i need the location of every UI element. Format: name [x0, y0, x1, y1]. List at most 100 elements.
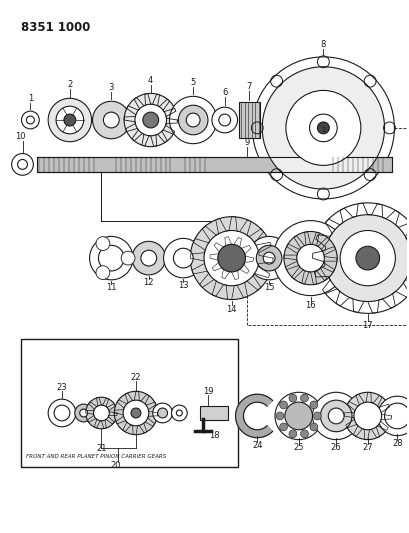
Circle shape — [18, 159, 27, 169]
Circle shape — [217, 244, 245, 272]
Circle shape — [300, 394, 308, 402]
Circle shape — [317, 122, 328, 134]
Circle shape — [132, 241, 165, 275]
Text: 18: 18 — [209, 431, 220, 440]
Circle shape — [296, 244, 324, 272]
Text: 26: 26 — [330, 443, 341, 452]
Circle shape — [279, 423, 287, 431]
Text: 23: 23 — [56, 383, 67, 392]
Circle shape — [339, 230, 394, 286]
Text: 8351 1000: 8351 1000 — [20, 21, 90, 34]
Text: 5: 5 — [190, 78, 196, 87]
Circle shape — [355, 246, 379, 270]
Text: 4: 4 — [148, 76, 153, 85]
Circle shape — [48, 399, 76, 427]
Circle shape — [169, 96, 216, 144]
Circle shape — [157, 408, 167, 418]
Text: 9: 9 — [244, 138, 249, 147]
Circle shape — [92, 101, 130, 139]
Text: 27: 27 — [362, 443, 372, 452]
Bar — [200, 406, 227, 420]
Circle shape — [96, 237, 110, 251]
Circle shape — [262, 67, 384, 189]
Text: 7: 7 — [246, 82, 252, 91]
Circle shape — [211, 107, 237, 133]
Text: 6: 6 — [222, 88, 227, 97]
Circle shape — [96, 266, 110, 279]
Circle shape — [93, 405, 109, 421]
Text: 14: 14 — [226, 305, 236, 314]
Circle shape — [313, 412, 321, 420]
Text: FRONT AND REAR PLANET PINION CARRIER GEARS: FRONT AND REAR PLANET PINION CARRIER GEA… — [27, 454, 166, 459]
Circle shape — [176, 410, 182, 416]
Circle shape — [64, 114, 76, 126]
Circle shape — [309, 114, 336, 142]
Circle shape — [123, 400, 148, 426]
Circle shape — [204, 230, 258, 286]
Text: 21: 21 — [96, 444, 106, 453]
Circle shape — [98, 245, 124, 271]
Circle shape — [300, 430, 308, 438]
Circle shape — [21, 111, 39, 129]
Text: 15: 15 — [263, 283, 274, 292]
Circle shape — [124, 93, 177, 147]
Circle shape — [142, 112, 158, 128]
Circle shape — [309, 423, 317, 431]
Circle shape — [275, 412, 283, 420]
Circle shape — [285, 91, 360, 165]
Circle shape — [272, 221, 347, 296]
Bar — [20, 339, 237, 467]
Text: 11: 11 — [106, 283, 116, 292]
Circle shape — [312, 203, 409, 313]
Text: 24: 24 — [252, 441, 262, 450]
Circle shape — [256, 245, 281, 271]
Circle shape — [54, 405, 70, 421]
Circle shape — [74, 404, 92, 422]
Text: 1: 1 — [320, 127, 325, 133]
Circle shape — [27, 116, 34, 124]
Circle shape — [152, 403, 172, 423]
Text: 2: 2 — [67, 80, 72, 89]
Text: 10: 10 — [15, 132, 26, 141]
Circle shape — [353, 402, 381, 430]
Circle shape — [279, 401, 287, 409]
Circle shape — [252, 57, 393, 199]
Circle shape — [135, 104, 166, 136]
Text: 19: 19 — [202, 387, 213, 396]
Circle shape — [377, 396, 409, 435]
Text: 1: 1 — [28, 94, 33, 103]
Bar — [37, 157, 391, 172]
Circle shape — [288, 430, 296, 438]
Text: 12: 12 — [143, 278, 154, 287]
Text: 20: 20 — [110, 461, 120, 470]
Text: 17: 17 — [362, 321, 372, 330]
Circle shape — [284, 402, 312, 430]
Circle shape — [247, 237, 290, 280]
Circle shape — [131, 408, 141, 418]
Text: 3: 3 — [108, 83, 114, 92]
Circle shape — [324, 215, 409, 302]
Circle shape — [263, 252, 274, 264]
Polygon shape — [235, 394, 272, 438]
Circle shape — [171, 405, 187, 421]
Text: 16: 16 — [304, 301, 315, 310]
Circle shape — [343, 392, 391, 440]
Circle shape — [186, 113, 200, 127]
Text: 25: 25 — [293, 443, 303, 452]
Circle shape — [309, 401, 317, 409]
Circle shape — [178, 105, 207, 135]
Circle shape — [384, 403, 409, 429]
Text: 22: 22 — [130, 373, 141, 382]
Text: 13: 13 — [178, 281, 188, 290]
Bar — [238, 102, 260, 138]
Circle shape — [114, 391, 157, 435]
Circle shape — [90, 237, 133, 280]
Circle shape — [218, 114, 230, 126]
Circle shape — [190, 217, 272, 300]
Circle shape — [173, 248, 193, 268]
Circle shape — [328, 408, 343, 424]
Circle shape — [319, 400, 351, 432]
Circle shape — [56, 106, 83, 134]
Circle shape — [85, 397, 117, 429]
Circle shape — [79, 409, 88, 417]
